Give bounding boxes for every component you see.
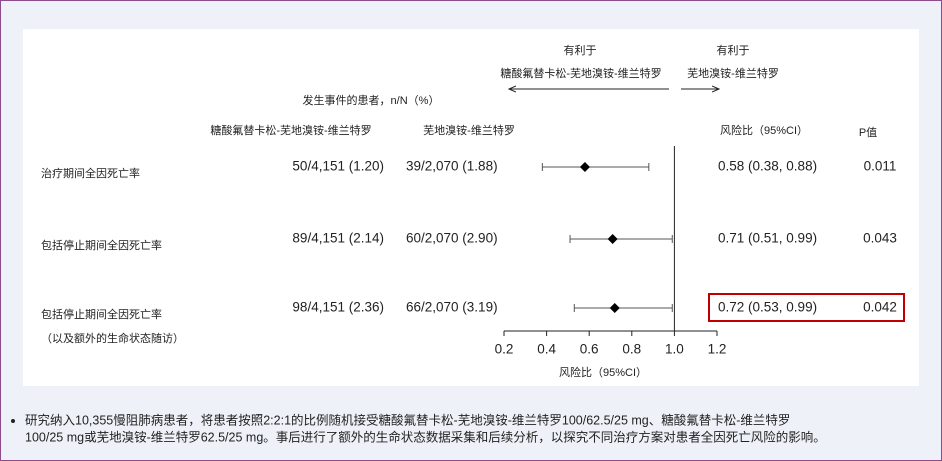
favors-left: 糖酸氟替卡松-芜地溴铵-维兰特罗 — [500, 66, 661, 80]
p-value: 0.043 — [863, 231, 897, 246]
favors-right: 芜地溴铵-维兰特罗 — [687, 66, 779, 80]
column-header: 糖酸氟替卡松-芜地溴铵-维兰特罗 — [210, 123, 371, 137]
estimate-diamond — [607, 234, 618, 244]
hr-label: 0.71 (0.51, 0.99) — [718, 231, 817, 246]
x-tick-label: 0.4 — [537, 342, 556, 357]
x-tick-label: 1.0 — [665, 342, 684, 357]
x-tick-label: 1.2 — [708, 342, 727, 357]
note-line: 研究纳入10,355慢阻肺病患者，将患者按照2:2:1的比例随机接受糖酸氟替卡松… — [25, 412, 790, 427]
x-tick-label: 0.6 — [580, 342, 599, 357]
x-tick-label: 0.2 — [495, 342, 514, 357]
row-label: 包括停止期间全因死亡率 — [41, 238, 162, 252]
favors-label: 有利于 — [717, 43, 750, 57]
p-value: 0.042 — [863, 300, 897, 315]
events-b: 66/2,070 (3.19) — [406, 300, 498, 315]
x-tick-label: 0.8 — [622, 342, 641, 357]
column-header: 风险比（95%CI） — [720, 123, 808, 137]
bullet — [11, 419, 15, 423]
hr-label: 0.58 (0.38, 0.88) — [718, 159, 817, 174]
favors-label: 有利于 — [564, 43, 597, 57]
hr-label: 0.72 (0.53, 0.99) — [718, 300, 817, 315]
x-axis-label: 风险比（95%CI） — [559, 365, 647, 379]
row-label: 包括停止期间全因死亡率 — [41, 307, 162, 321]
estimate-diamond — [579, 162, 590, 172]
row-sublabel: （以及额外的生命状态随访） — [41, 331, 184, 345]
column-header: 芜地溴铵-维兰特罗 — [423, 123, 515, 137]
p-value: 0.011 — [864, 159, 897, 174]
events-a: 98/4,151 (2.36) — [292, 300, 384, 315]
events-b: 39/2,070 (1.88) — [406, 159, 498, 174]
column-header: P值 — [859, 126, 877, 139]
note-line: 100/25 mg或芜地溴铵-维兰特罗62.5/25 mg。事后进行了额外的生命… — [25, 429, 826, 444]
events-a: 89/4,151 (2.14) — [292, 231, 384, 246]
highlight-box — [708, 293, 905, 322]
chart-panel — [23, 29, 919, 386]
events-b: 60/2,070 (2.90) — [406, 231, 498, 246]
row-label: 治疗期间全因死亡率 — [41, 166, 140, 180]
estimate-diamond — [609, 303, 620, 313]
events-header: 发生事件的患者，n/N（%） — [303, 93, 440, 107]
events-a: 50/4,151 (1.20) — [292, 159, 384, 174]
